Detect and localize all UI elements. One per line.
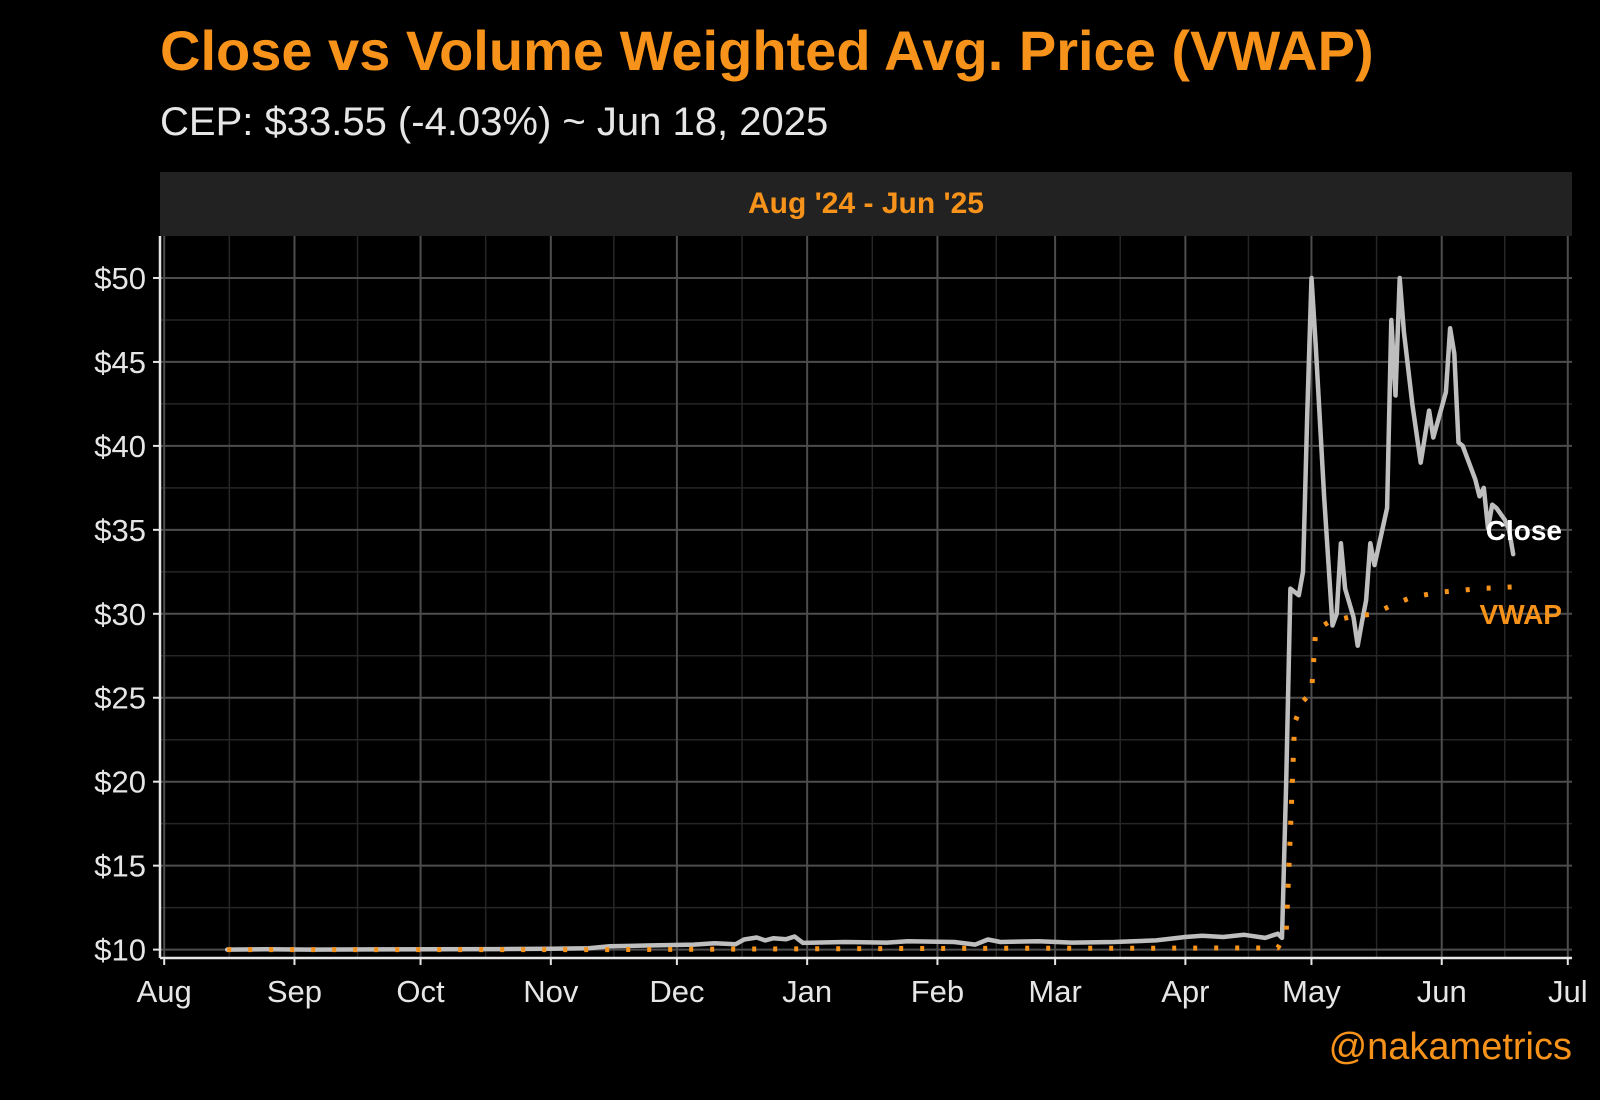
chart-subtitle: CEP: $33.55 (-4.03%) ~ Jun 18, 2025 [160,100,829,144]
x-tick-label: May [1282,974,1341,1009]
x-tick-label: Oct [396,974,445,1009]
x-tick-label: Jun [1417,974,1467,1009]
y-tick-label: $30 [94,597,146,632]
y-tick-label: $10 [94,933,146,968]
x-tick-label: Jul [1548,974,1588,1009]
x-tick-label: Aug [137,974,192,1009]
series-line-close [224,275,1516,952]
x-tick-label: Mar [1028,974,1081,1009]
y-tick-label: $45 [94,345,146,380]
x-tick-label: Sep [267,974,322,1009]
series-line-vwap [227,584,1514,953]
x-tick-label: Dec [649,974,704,1009]
x-tick-label: Feb [911,974,964,1009]
facet-strip: Aug '24 - Jun '25 [160,172,1572,236]
y-tick-label: $15 [94,849,146,884]
x-tick-label: Apr [1161,974,1209,1009]
y-tick-label: $50 [94,261,146,296]
credit-handle: @nakametrics [1328,1026,1572,1068]
x-tick-label: Jan [782,974,832,1009]
y-tick-label: $25 [94,681,146,716]
series-label-vwap: VWAP [1480,599,1562,630]
facet-label: Aug '24 - Jun '25 [748,187,984,220]
x-tick-label: Nov [523,974,579,1009]
y-tick-label: $20 [94,765,146,800]
y-tick-label: $35 [94,513,146,548]
chart-title: Close vs Volume Weighted Avg. Price (VWA… [160,19,1374,82]
y-tick-label: $40 [94,429,146,464]
series-label-close: Close [1486,515,1562,546]
